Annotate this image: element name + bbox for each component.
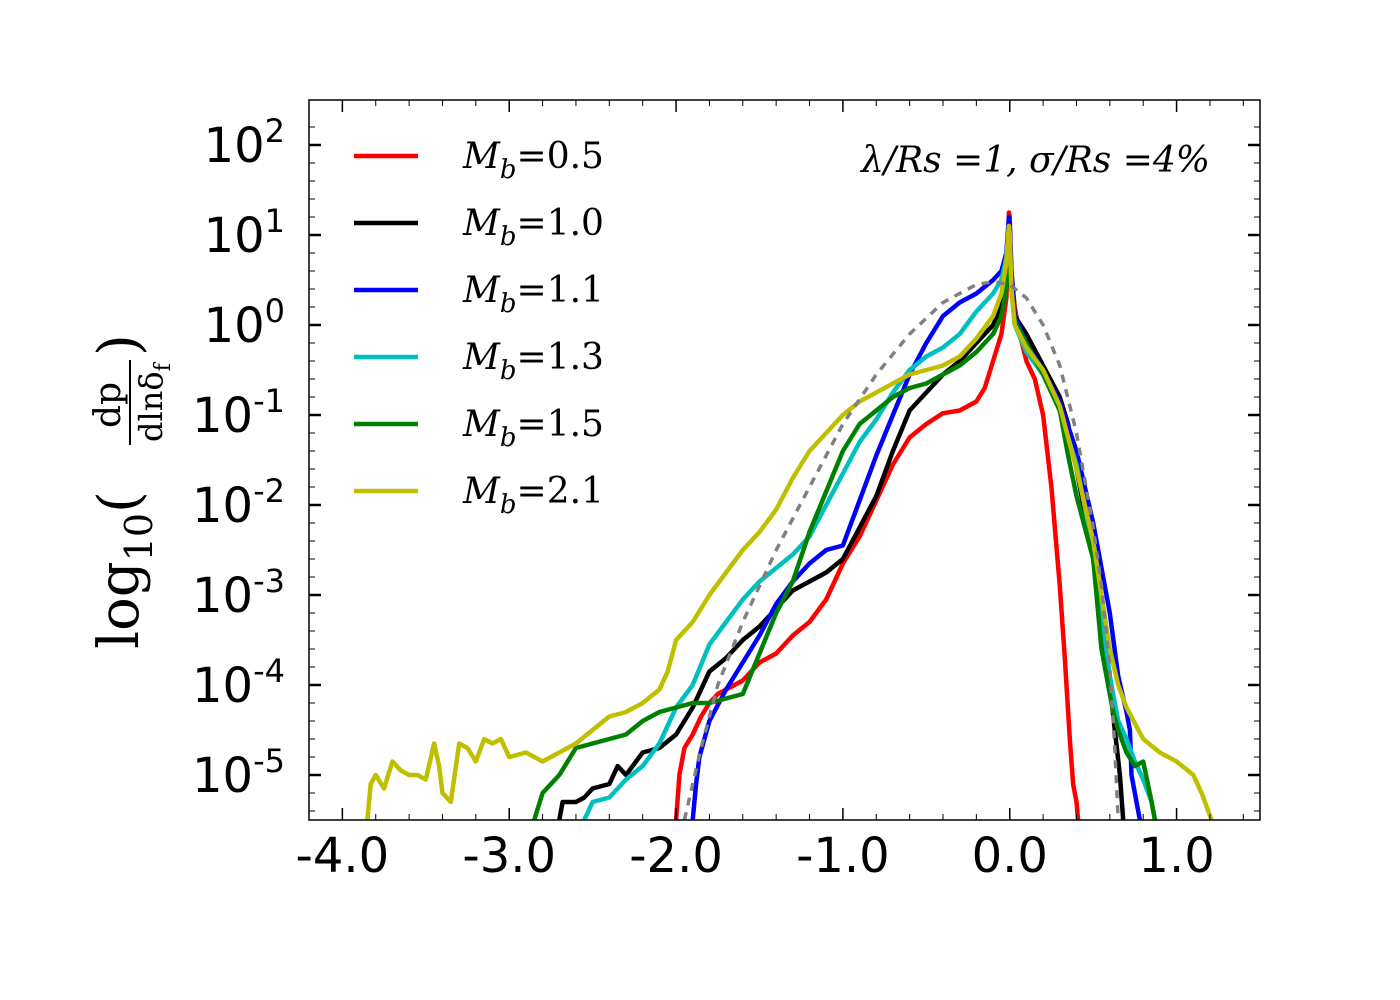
x-tick-label: -4.0 <box>296 828 390 884</box>
series-line-gaussian <box>682 280 1120 820</box>
y-tick-label: 10-5 <box>192 742 285 804</box>
series-line-mb-1-3 <box>582 223 1158 820</box>
y-tick-label: 100 <box>204 292 285 354</box>
y-label-denominator: dlnδf <box>132 361 176 442</box>
legend: Mb=0.5 Mb=1.0 Mb=1.1 Mb=1.3 Mb=1.5 Mb=2.1 <box>354 136 604 520</box>
series-line-mb-0-5 <box>673 210 1081 820</box>
x-tick-label: -3.0 <box>462 828 556 884</box>
y-tick-label: 10-2 <box>192 472 285 534</box>
y-tick-label: 10-1 <box>192 382 285 444</box>
x-tick-label: 0.0 <box>972 828 1048 884</box>
legend-label: Mb=1.3 <box>462 337 604 386</box>
y-tick-label: 10-4 <box>192 652 285 714</box>
legend-label: Mb=1.5 <box>462 404 604 453</box>
series-layer <box>365 210 1214 820</box>
y-axis-label: log10( dp dlnδf ) <box>87 334 176 649</box>
legend-label: Mb=0.5 <box>462 136 604 185</box>
plot-frame <box>308 99 1261 821</box>
chart-annotation: λ/Rs =1, σ/Rs =4% <box>859 140 1210 181</box>
series-line-mb-1-0 <box>557 223 1126 820</box>
svg-text:log10(: log10( <box>87 491 161 649</box>
y-tick-label: 101 <box>204 202 285 264</box>
x-tick-labels: -4.0 -3.0 -2.0 -1.0 0.0 1.0 <box>296 828 1215 884</box>
x-tick-label: -2.0 <box>629 828 723 884</box>
svg-text:): ) <box>87 334 152 356</box>
y-tick-label: 102 <box>204 112 285 174</box>
legend-label: Mb=1.0 <box>462 203 604 252</box>
legend-label: Mb=2.1 <box>462 471 604 520</box>
x-tick-label: -1.0 <box>796 828 890 884</box>
x-tick-label: 1.0 <box>1138 828 1214 884</box>
y-tick-label: 10-3 <box>192 562 285 624</box>
series-line-mb-1-5 <box>532 232 1158 820</box>
tick-layer <box>308 100 1260 820</box>
series-line-mb-1-1 <box>690 214 1143 820</box>
y-tick-labels: 102 101 100 10-1 10-2 10-3 10-4 10-5 <box>192 112 285 804</box>
series-line-mb-2-1 <box>365 223 1214 820</box>
legend-label: Mb=1.1 <box>462 270 604 319</box>
y-label-numerator: dp <box>88 382 129 428</box>
